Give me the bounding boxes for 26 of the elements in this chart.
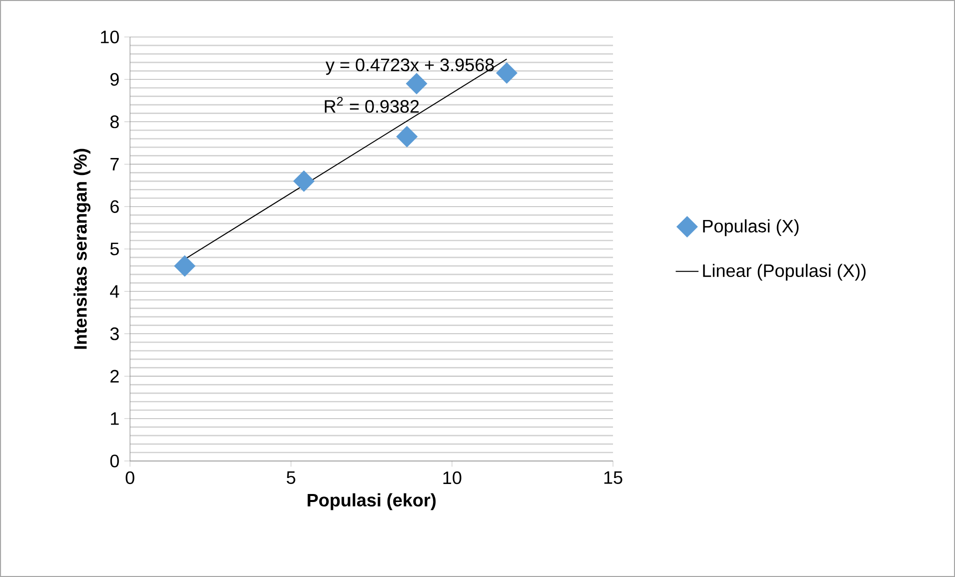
y-tick-label: 7 [110,158,119,170]
y-axis-title: Intensitas serangan (%) [74,148,90,349]
y-tick-label: 4 [110,285,120,298]
x-tick-label: 15 [604,471,622,484]
y-tick-label: 2 [110,370,119,382]
y-tick-label: 5 [110,242,119,256]
y-tick-label: 3 [110,327,119,340]
x-tick-label: 10 [443,471,462,484]
y-tick-label: 10 [100,30,119,44]
y-tick-label: 0 [110,454,119,468]
x-axis-title: Populasi (ekor) [308,493,436,510]
point [496,62,518,84]
point [396,126,418,148]
y-tick-label: 6 [110,200,119,213]
x-tick-label: 0 [126,471,134,484]
annotation: y = 0.4723x + 3.9568 [326,58,494,75]
y-tick-label: 1 [110,412,119,425]
point [406,72,428,94]
legend-label: Linear (Populasi (X)) [703,264,866,281]
y-tick-label: 9 [110,73,119,86]
point [293,170,315,192]
point [174,255,196,277]
annotation: R$^{2}$ = 0.9382 [324,96,419,113]
legend-label: Populasi (X) [703,219,799,236]
x-tick-label: 5 [286,471,296,484]
y-tick-label: 8 [110,115,119,128]
